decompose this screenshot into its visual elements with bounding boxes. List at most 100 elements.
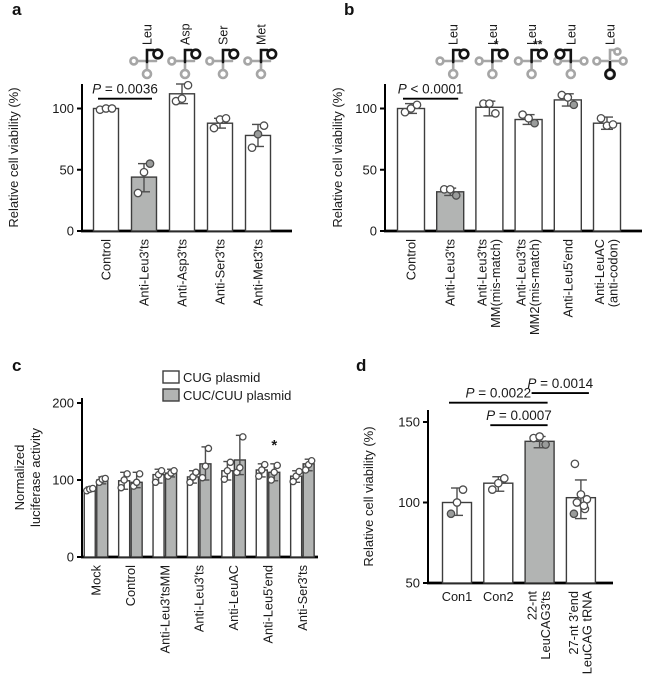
data-point — [192, 468, 200, 477]
data-point — [117, 483, 125, 492]
data-point — [223, 467, 232, 475]
sig-p-value: P = 0.0022 — [465, 386, 531, 401]
bar-c-6-s1 — [302, 463, 315, 558]
y-axis-title: luciferase activity — [28, 428, 43, 527]
bar-d-1 — [483, 482, 514, 584]
trna-ac-icon — [592, 47, 628, 81]
y-tick-label: 150 — [398, 415, 420, 430]
data-point — [524, 113, 533, 123]
x-category-label: MM(mis-match) — [488, 239, 503, 328]
data-point — [576, 490, 586, 499]
y-tick-label: 50 — [363, 162, 377, 177]
data-point — [89, 484, 97, 493]
trna-icon-label: Met — [255, 24, 269, 45]
data-point — [289, 477, 297, 486]
x-category-label: Anti-Ser3′ts — [295, 565, 310, 631]
panel-a-letter: a — [12, 0, 22, 19]
x-category-label: Anti-Asp3′ts — [175, 239, 190, 307]
data-point — [259, 121, 269, 131]
x-category-label: Anti-Met3′ts — [251, 239, 266, 306]
panel-d-chart: 50 100 150 Relative cell viability (%) Con1 C… — [361, 376, 613, 674]
bar-b-3 — [514, 118, 543, 232]
data-point — [220, 475, 229, 483]
sig-p-value: P = 0.0036 — [92, 82, 158, 97]
x-category-label: LeuCAG3′ts — [538, 591, 553, 660]
data-point — [120, 476, 128, 484]
data-point — [267, 476, 275, 484]
x-category-label: MM2(mis-match) — [527, 239, 542, 335]
trna-3end-icon — [129, 48, 164, 80]
data-point — [569, 509, 579, 519]
x-category-label: Anti-Leu3′ts — [443, 239, 458, 306]
data-point — [253, 129, 263, 139]
data-point — [493, 478, 503, 488]
data-point — [260, 460, 269, 469]
trna-icon-label: Leu — [486, 24, 500, 45]
x-category-label: Mock — [89, 564, 104, 595]
significance-asterisk: * — [271, 437, 277, 454]
y-tick-label: 50 — [60, 162, 74, 177]
data-point — [535, 432, 544, 441]
y-axis-title: Relative cell viability (%) — [361, 426, 376, 566]
legend-swatch — [162, 370, 180, 384]
bar-a-2 — [168, 93, 196, 232]
bar-b-2 — [475, 106, 504, 232]
x-category-label: Anti-LeuAC — [226, 565, 241, 630]
data-point — [236, 463, 244, 472]
panel-b-letter: b — [344, 0, 355, 19]
data-point — [307, 457, 316, 465]
y-tick-label: 200 — [52, 396, 74, 411]
bar-c-2-s0 — [152, 473, 165, 558]
bar-c-1-s0 — [117, 480, 131, 558]
x-category-label: Anti-Leu5′end — [560, 239, 575, 318]
data-point — [177, 94, 187, 104]
data-point — [458, 485, 468, 494]
data-point — [101, 474, 110, 483]
data-point — [201, 462, 210, 470]
trna-icon-label: Ser — [217, 26, 231, 45]
data-point — [151, 478, 160, 487]
y-axis-title: Relative cell viability (%) — [6, 87, 21, 227]
bar-a-4 — [244, 134, 272, 232]
data-point — [569, 100, 579, 110]
data-point — [596, 113, 606, 123]
trna-icon-label: Leu — [447, 24, 461, 45]
x-category-label: Anti-Leu3′ts — [192, 565, 207, 632]
data-point — [301, 466, 310, 474]
data-point — [135, 470, 144, 478]
bar-a-1 — [130, 176, 158, 232]
y-axis-title: Relative cell viability (%) — [330, 87, 345, 227]
bar-c-3-s0 — [186, 476, 200, 558]
data-point — [487, 485, 497, 494]
legend-label: CUC/CUU plasmid — [183, 388, 291, 403]
data-point — [254, 472, 263, 480]
data-point — [273, 461, 281, 470]
x-category-label: Anti-Leu3′tsMM — [157, 565, 172, 653]
data-point — [209, 123, 219, 133]
y-tick-label: 100 — [52, 473, 74, 488]
trna-icon-label: Leu — [604, 24, 618, 45]
x-category-label: Anti-Leu5′end — [261, 565, 276, 644]
data-point — [491, 109, 500, 118]
bar-c-5-s1 — [268, 471, 281, 558]
trna-3end-star-icon: * — [474, 38, 509, 80]
sig-p-value: P = 0.0007 — [486, 408, 552, 423]
data-point — [186, 478, 194, 487]
x-category-label: Anti-Leu3′ts — [474, 239, 489, 306]
data-point — [451, 191, 461, 200]
panel-a: a Leu Asp Ser Met 0 50 100 Relative cell viabil… — [0, 0, 328, 350]
x-category-label: Anti-Ser3′ts — [213, 239, 228, 305]
y-tick-label: 0 — [370, 224, 377, 239]
legend-swatch — [162, 388, 180, 402]
trna-icon-label: Leu — [141, 24, 155, 45]
panel-c: c 0 100 200 Normalized luciferase activity Mo… — [0, 350, 328, 698]
trna-3end-icon — [205, 48, 240, 80]
data-point — [446, 509, 456, 519]
x-category-label: 27-nt 3′end — [566, 591, 581, 655]
data-point — [139, 167, 149, 177]
x-category-label: Control — [99, 239, 114, 280]
y-tick-label: 100 — [355, 101, 377, 116]
legend-label: CUG plasmid — [183, 370, 260, 385]
bar-c-6-s0 — [289, 475, 303, 558]
